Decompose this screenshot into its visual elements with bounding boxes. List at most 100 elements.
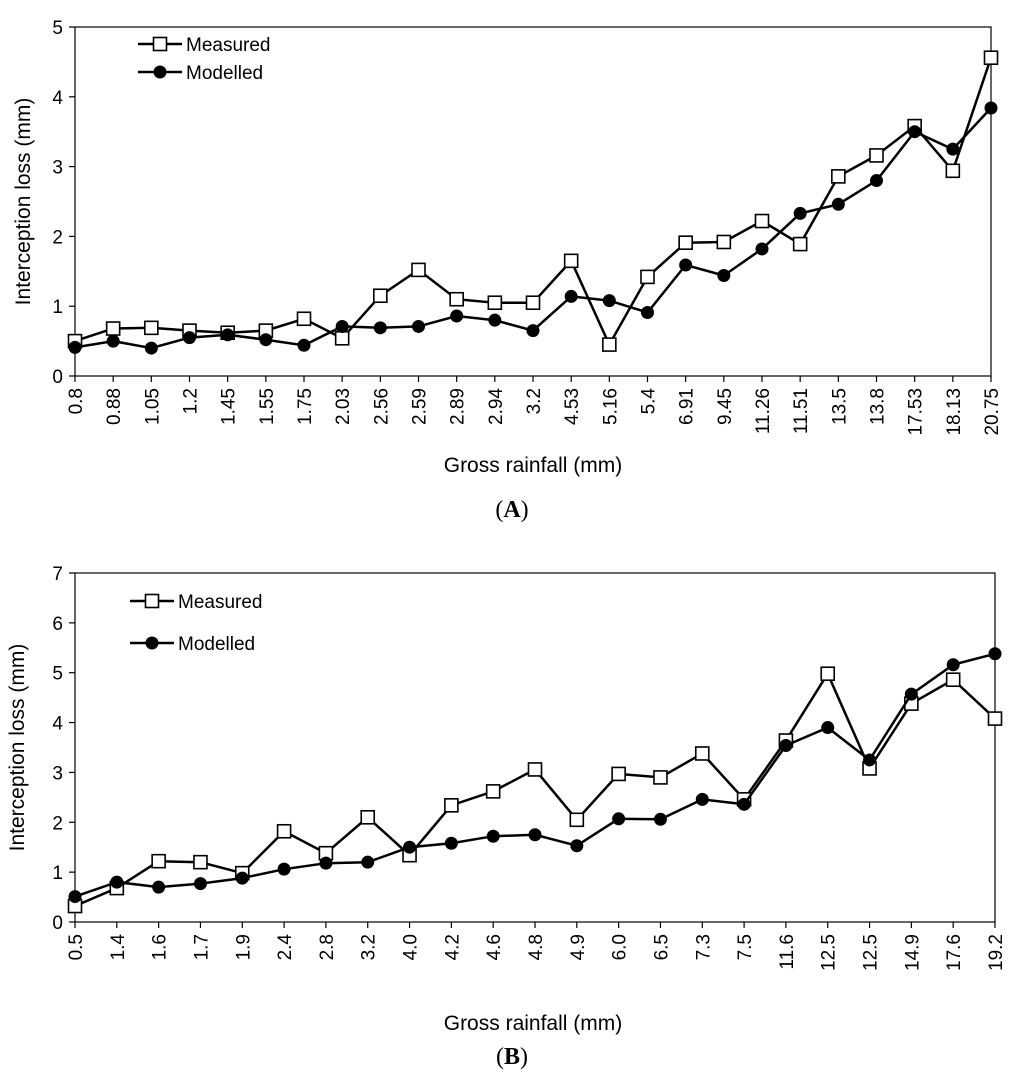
data-point-modelled	[373, 321, 387, 335]
data-point-modelled	[821, 721, 835, 735]
y-tick-label: 6	[52, 614, 63, 635]
data-point-modelled	[863, 753, 877, 767]
y-tick-label: 1	[52, 863, 63, 884]
x-axis-title: Gross rainfall (mm)	[444, 454, 623, 477]
data-point-modelled	[235, 871, 249, 885]
data-point-measured	[334, 331, 350, 346]
data-point-measured	[411, 262, 426, 278]
y-tick-label: 0	[52, 367, 63, 388]
data-point-measured	[716, 234, 732, 250]
x-tick-label: 3.2	[359, 934, 380, 960]
series-line-measured	[74, 671, 996, 908]
x-tick-label: 1.6	[150, 934, 171, 960]
data-point-modelled	[68, 890, 82, 904]
x-tick-label: 11.26	[753, 388, 774, 434]
data-point-modelled	[403, 840, 417, 854]
x-tick-label: 1.05	[142, 388, 163, 425]
data-point-measured	[983, 50, 999, 66]
data-point-measured	[373, 288, 388, 304]
x-tick-label: 11.51	[791, 388, 812, 434]
x-tick-label: 6.0	[610, 934, 631, 960]
data-point-measured	[449, 291, 464, 307]
data-point-modelled	[984, 101, 998, 115]
data-point-measured	[563, 253, 579, 269]
x-tick-label: 0.88	[104, 388, 125, 425]
data-point-modelled	[68, 340, 82, 354]
x-tick-label: 6.91	[677, 388, 698, 425]
x-tick-label: 0.8	[66, 388, 87, 414]
data-point-measured	[678, 235, 693, 250]
x-tick-label: 1.9	[233, 934, 254, 960]
x-tick-label: 19.2	[986, 934, 1007, 971]
legend-label-modelled: Modelled	[186, 63, 263, 84]
data-point-measured	[487, 295, 503, 311]
panel-label-b: (B)	[495, 1044, 528, 1070]
x-tick-label: 17.6	[944, 934, 965, 971]
data-point-modelled	[653, 812, 667, 826]
data-point-measured	[525, 295, 541, 311]
data-point-measured	[296, 311, 312, 327]
x-tick-label: 2.59	[410, 388, 431, 425]
x-tick-label: 1.55	[257, 388, 278, 425]
y-axis-title: Interception loss (mm)	[12, 98, 35, 306]
y-tick-label: 2	[52, 227, 63, 248]
data-point-modelled	[737, 797, 751, 811]
data-point-modelled	[528, 828, 542, 842]
x-tick-label: 7.5	[735, 934, 756, 960]
data-point-measured	[602, 337, 617, 352]
x-tick-label: 20.75	[982, 388, 1003, 436]
x-tick-label: 4.0	[401, 934, 422, 960]
y-tick-label: 0	[52, 913, 63, 934]
data-point-measured	[987, 711, 1003, 726]
x-tick-label: 2.4	[275, 934, 296, 961]
data-point-measured	[694, 746, 710, 761]
x-tick-label: 5.4	[639, 388, 660, 415]
data-point-modelled	[831, 197, 845, 211]
x-tick-label: 17.53	[906, 388, 927, 436]
data-point-modelled	[602, 294, 616, 308]
data-point-modelled	[144, 341, 158, 355]
data-point-modelled	[110, 875, 124, 889]
x-tick-label: 13.5	[829, 388, 850, 425]
y-tick-label: 4	[52, 88, 63, 109]
y-axis-title: Interception loss (mm)	[6, 644, 29, 852]
x-tick-label: 12.5	[861, 934, 882, 971]
x-tick-label: 0.5	[66, 934, 87, 960]
y-tick-label: 5	[52, 18, 63, 39]
legend-marker-modelled	[153, 65, 167, 79]
data-point-measured	[945, 672, 961, 687]
x-tick-label: 1.2	[181, 388, 202, 414]
legend-marker-measured	[144, 593, 160, 609]
legend-label-modelled: Modelled	[178, 634, 255, 655]
data-point-modelled	[221, 328, 235, 342]
data-point-modelled	[779, 739, 793, 753]
x-tick-label: 4.2	[442, 934, 463, 960]
data-point-measured	[360, 809, 376, 825]
data-point-modelled	[564, 289, 578, 303]
data-point-modelled	[946, 142, 960, 156]
data-point-modelled	[183, 331, 196, 345]
data-point-modelled	[361, 855, 375, 869]
x-tick-label: 1.75	[295, 388, 316, 425]
x-tick-label: 13.8	[868, 388, 889, 425]
data-point-measured	[869, 148, 884, 163]
x-tick-label: 9.45	[715, 388, 736, 425]
x-tick-label: 4.9	[568, 934, 589, 960]
data-point-measured	[193, 854, 208, 870]
plot-frame	[74, 572, 996, 923]
x-axis-title: Gross rainfall (mm)	[444, 1012, 623, 1035]
data-point-measured	[151, 853, 166, 869]
data-point-modelled	[450, 309, 464, 323]
x-tick-label: 12.5	[819, 934, 840, 971]
data-point-modelled	[444, 836, 458, 850]
data-point-modelled	[570, 839, 584, 853]
data-point-measured	[653, 770, 668, 785]
data-point-modelled	[335, 319, 349, 333]
data-point-modelled	[717, 268, 731, 282]
x-tick-label: 2.89	[448, 388, 469, 425]
data-point-modelled	[870, 174, 883, 188]
x-tick-label: 7.3	[693, 934, 714, 960]
panel-label-a: (A)	[495, 497, 529, 523]
data-point-measured	[569, 812, 585, 828]
data-point-measured	[640, 269, 655, 285]
